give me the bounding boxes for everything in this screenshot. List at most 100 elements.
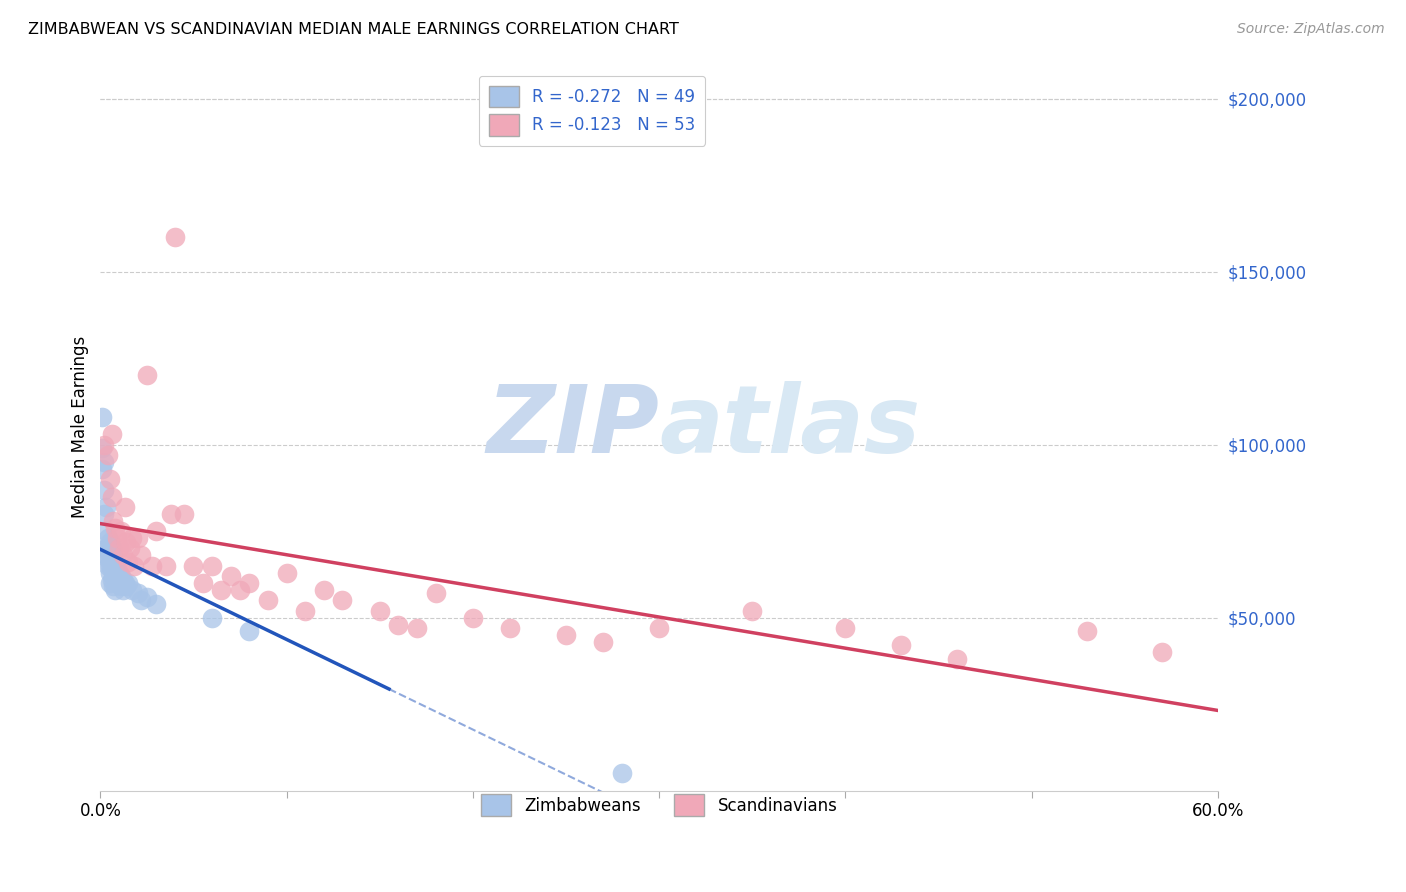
Point: [110, 524, 132, 538]
Point: [105, 531, 128, 545]
Point: [219, 569, 242, 583]
Point: [183, 558, 205, 573]
Point: [110, 579, 132, 593]
Point: [114, 500, 136, 514]
Point: [98, 558, 121, 573]
Point: [741, 604, 763, 618]
Point: [111, 573, 134, 587]
Point: [145, 597, 167, 611]
Point: [104, 521, 127, 535]
Point: [111, 549, 134, 563]
Point: [98, 576, 121, 591]
Point: [104, 558, 127, 573]
Point: [104, 582, 127, 597]
Point: [97, 541, 120, 556]
Point: [91, 409, 114, 424]
Point: [834, 621, 856, 635]
Point: [946, 652, 969, 666]
Point: [555, 628, 578, 642]
Point: [387, 617, 409, 632]
Point: [173, 507, 195, 521]
Point: [257, 593, 280, 607]
Point: [100, 551, 122, 566]
Text: atlas: atlas: [659, 382, 921, 474]
Point: [93, 455, 115, 469]
Legend: Zimbabweans, Scandinavians: Zimbabweans, Scandinavians: [471, 784, 848, 826]
Point: [93, 437, 115, 451]
Point: [98, 472, 121, 486]
Point: [108, 576, 131, 591]
Point: [104, 569, 127, 583]
Point: [117, 555, 139, 569]
Y-axis label: Median Male Earnings: Median Male Earnings: [72, 336, 89, 518]
Point: [115, 579, 138, 593]
Point: [135, 368, 157, 383]
Text: Source: ZipAtlas.com: Source: ZipAtlas.com: [1237, 22, 1385, 37]
Point: [135, 590, 157, 604]
Point: [332, 593, 354, 607]
Point: [100, 541, 122, 556]
Point: [127, 586, 149, 600]
Point: [312, 582, 335, 597]
Point: [100, 427, 122, 442]
Point: [121, 582, 143, 597]
Point: [276, 566, 298, 580]
Point: [98, 534, 121, 549]
Point: [155, 558, 177, 573]
Point: [94, 541, 117, 556]
Point: [145, 524, 167, 538]
Point: [1150, 645, 1173, 659]
Point: [110, 569, 132, 583]
Point: [103, 579, 125, 593]
Point: [131, 593, 153, 607]
Point: [499, 621, 522, 635]
Point: [105, 573, 128, 587]
Point: [93, 507, 115, 521]
Point: [98, 549, 121, 563]
Point: [94, 500, 117, 514]
Point: [425, 586, 447, 600]
Point: [100, 562, 122, 576]
Point: [98, 566, 121, 580]
Point: [91, 462, 114, 476]
Point: [201, 558, 224, 573]
Point: [97, 448, 120, 462]
Point: [108, 566, 131, 580]
Point: [131, 549, 153, 563]
Point: [121, 531, 143, 545]
Point: [93, 483, 115, 497]
Point: [103, 569, 125, 583]
Point: [108, 541, 131, 556]
Point: [115, 534, 138, 549]
Point: [114, 576, 136, 591]
Point: [105, 562, 128, 576]
Point: [592, 635, 614, 649]
Point: [163, 230, 186, 244]
Point: [209, 582, 232, 597]
Point: [100, 490, 122, 504]
Point: [94, 549, 117, 563]
Point: [127, 531, 149, 545]
Point: [461, 610, 484, 624]
Point: [97, 531, 120, 545]
Point: [100, 573, 122, 587]
Point: [160, 507, 183, 521]
Point: [238, 576, 260, 591]
Point: [648, 621, 671, 635]
Point: [111, 582, 134, 597]
Point: [117, 576, 139, 591]
Point: [103, 558, 125, 573]
Point: [122, 558, 145, 573]
Point: [103, 514, 125, 528]
Point: [94, 524, 117, 538]
Point: [97, 558, 120, 573]
Point: [191, 576, 214, 591]
Text: ZIMBABWEAN VS SCANDINAVIAN MEDIAN MALE EARNINGS CORRELATION CHART: ZIMBABWEAN VS SCANDINAVIAN MEDIAN MALE E…: [28, 22, 679, 37]
Point: [406, 621, 429, 635]
Point: [368, 604, 391, 618]
Point: [91, 441, 114, 455]
Point: [201, 610, 224, 624]
Point: [97, 551, 120, 566]
Point: [1076, 624, 1098, 639]
Point: [120, 541, 142, 556]
